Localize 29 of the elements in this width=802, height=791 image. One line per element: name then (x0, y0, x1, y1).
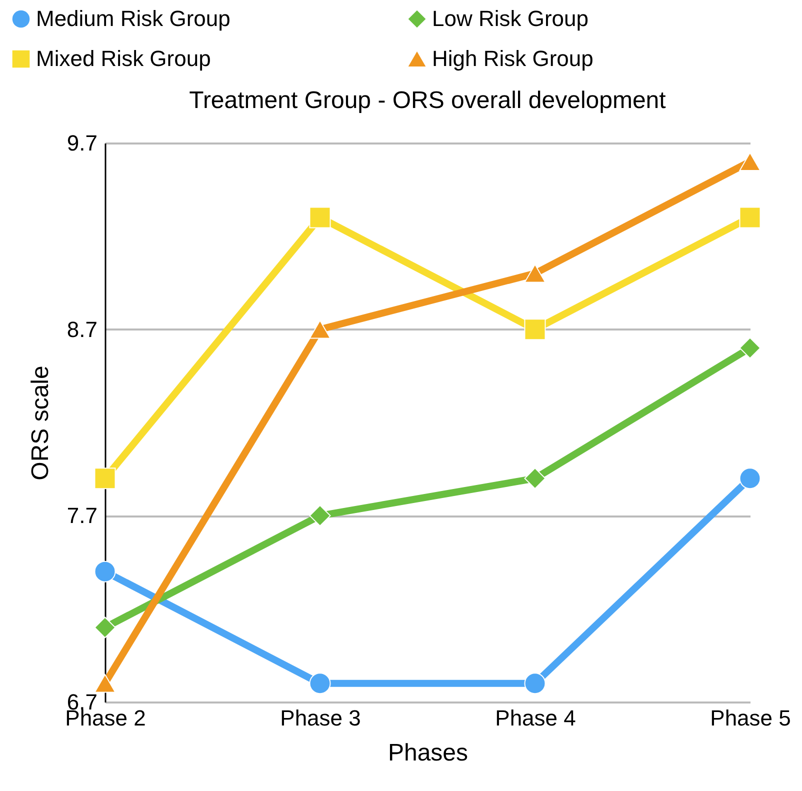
x-axis-title: Phases (388, 740, 468, 766)
point (94, 468, 116, 490)
legend-label: Low Risk Group (432, 6, 589, 31)
x-tick-label: Phase 4 (495, 706, 576, 730)
y-axis-title: ORS scale (26, 366, 54, 480)
point (524, 672, 546, 694)
y-tick-label: 7.7 (66, 503, 98, 528)
y-tick-label: 8.7 (66, 316, 98, 342)
point (94, 616, 116, 638)
point (309, 320, 331, 339)
point (739, 337, 761, 359)
chart-title: Treatment Group - ORS overall development (189, 87, 666, 114)
legend-label: Mixed Risk Group (36, 46, 211, 71)
point (309, 206, 331, 228)
point (524, 318, 546, 340)
x-tick-label: Phase 3 (280, 706, 361, 730)
point (94, 674, 116, 693)
point (524, 264, 546, 283)
x-tick-label: Phase 5 (710, 706, 791, 730)
legend-label: Medium Risk Group (36, 6, 230, 31)
point (309, 672, 331, 694)
point (739, 206, 761, 228)
point (739, 468, 761, 490)
point (309, 504, 331, 526)
y-tick-label: 9.7 (66, 130, 98, 156)
point (524, 468, 546, 490)
point (94, 560, 116, 582)
point (739, 152, 761, 172)
legend-label: High Risk Group (432, 46, 594, 71)
